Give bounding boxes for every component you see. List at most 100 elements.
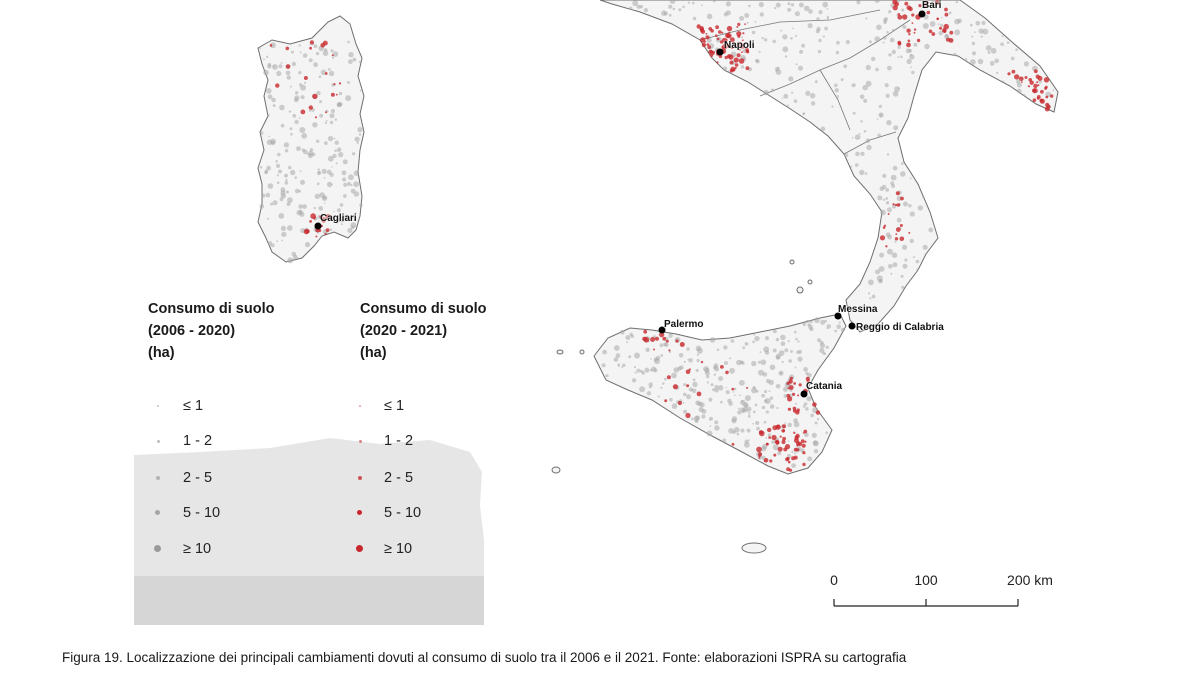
change-dot-2006-2020 bbox=[820, 319, 826, 325]
change-dot-2006-2020 bbox=[769, 364, 776, 371]
change-dot-2020-2021 bbox=[736, 31, 742, 37]
change-dot-2006-2020 bbox=[1016, 88, 1022, 94]
change-dot-2006-2020 bbox=[955, 0, 958, 4]
change-dot-2006-2020 bbox=[817, 49, 822, 54]
change-dot-2020-2021 bbox=[1050, 94, 1054, 98]
change-dot-2006-2020 bbox=[648, 382, 653, 387]
change-dot-2020-2021 bbox=[945, 37, 951, 42]
change-dot-2006-2020 bbox=[869, 193, 872, 196]
change-dot-2006-2020 bbox=[834, 88, 839, 93]
change-dot-2020-2021 bbox=[803, 429, 808, 434]
change-dot-2006-2020 bbox=[892, 165, 898, 171]
change-dot-2006-2020 bbox=[887, 248, 893, 255]
change-dot-2006-2020 bbox=[891, 29, 895, 32]
change-dot-2006-2020 bbox=[683, 383, 687, 387]
change-dot-2020-2021 bbox=[309, 46, 312, 50]
change-dot-2006-2020 bbox=[1052, 89, 1055, 92]
change-dot-2006-2020 bbox=[887, 65, 892, 71]
change-dot-2006-2020 bbox=[764, 336, 770, 341]
change-dot-2020-2021 bbox=[744, 23, 746, 25]
change-dot-2006-2020 bbox=[879, 186, 885, 191]
change-dot-2006-2020 bbox=[782, 34, 788, 40]
change-dot-2006-2020 bbox=[359, 89, 362, 92]
change-dot-2020-2021 bbox=[1024, 76, 1028, 79]
change-dot-2006-2020 bbox=[629, 6, 633, 10]
change-dot-2020-2021 bbox=[269, 44, 273, 47]
change-dot-2020-2021 bbox=[787, 396, 793, 402]
legend-symbol bbox=[358, 476, 362, 480]
change-dot-2006-2020 bbox=[852, 111, 856, 115]
change-dot-2006-2020 bbox=[673, 367, 680, 373]
change-dot-2020-2021 bbox=[787, 407, 792, 411]
change-dot-2006-2020 bbox=[272, 64, 278, 70]
change-dot-2006-2020 bbox=[329, 113, 335, 119]
change-dot-2006-2020 bbox=[780, 341, 786, 347]
change-dot-2020-2021 bbox=[908, 231, 911, 234]
change-dot-2006-2020 bbox=[794, 402, 797, 405]
change-dot-2020-2021 bbox=[314, 116, 318, 119]
change-dot-2006-2020 bbox=[784, 422, 786, 424]
change-dot-2006-2020 bbox=[869, 297, 872, 300]
change-dot-2006-2020 bbox=[634, 371, 637, 374]
change-dot-2020-2021 bbox=[643, 329, 648, 334]
change-dot-2006-2020 bbox=[804, 5, 810, 12]
change-dot-2006-2020 bbox=[639, 386, 646, 393]
change-dot-2006-2020 bbox=[763, 420, 767, 424]
scale-label-100: 100 bbox=[914, 572, 938, 588]
change-dot-2006-2020 bbox=[316, 139, 320, 143]
change-dot-2006-2020 bbox=[686, 394, 691, 400]
change-dot-2006-2020 bbox=[701, 414, 706, 419]
change-dot-2020-2021 bbox=[939, 26, 942, 30]
change-dot-2020-2021 bbox=[782, 436, 786, 441]
change-dot-2006-2020 bbox=[761, 36, 764, 40]
change-dot-2006-2020 bbox=[868, 292, 871, 295]
change-dot-2006-2020 bbox=[859, 169, 865, 176]
change-dot-2006-2020 bbox=[751, 30, 756, 35]
change-dot-2006-2020 bbox=[644, 367, 650, 373]
change-dot-2006-2020 bbox=[802, 405, 806, 408]
change-dot-2020-2021 bbox=[745, 49, 750, 53]
change-dot-2020-2021 bbox=[732, 43, 736, 47]
change-dot-2006-2020 bbox=[342, 220, 345, 223]
change-dot-2006-2020 bbox=[836, 94, 839, 97]
change-dot-2006-2020 bbox=[299, 51, 302, 54]
change-dot-2006-2020 bbox=[352, 57, 357, 62]
change-dot-2006-2020 bbox=[340, 223, 343, 226]
change-dot-2020-2021 bbox=[786, 467, 790, 472]
change-dot-2006-2020 bbox=[329, 120, 334, 125]
change-dot-2006-2020 bbox=[807, 372, 812, 378]
change-dot-2006-2020 bbox=[754, 335, 760, 342]
change-dot-2006-2020 bbox=[776, 406, 779, 410]
change-dot-2006-2020 bbox=[289, 85, 292, 88]
change-dot-2006-2020 bbox=[944, 34, 949, 38]
change-dot-2006-2020 bbox=[838, 321, 841, 324]
change-dot-2006-2020 bbox=[792, 27, 794, 30]
city-marker-reggio bbox=[848, 322, 856, 330]
change-dot-2006-2020 bbox=[293, 97, 299, 103]
change-dot-2006-2020 bbox=[902, 25, 907, 29]
change-dot-2006-2020 bbox=[971, 35, 974, 38]
change-dot-2020-2021 bbox=[758, 457, 761, 459]
change-dot-2006-2020 bbox=[953, 52, 957, 57]
change-dot-2020-2021 bbox=[285, 46, 290, 51]
change-dot-2006-2020 bbox=[357, 127, 363, 133]
minor-islands bbox=[551, 259, 813, 554]
change-dot-2006-2020 bbox=[724, 361, 728, 365]
change-dot-2006-2020 bbox=[692, 16, 697, 21]
change-dot-2020-2021 bbox=[787, 460, 791, 464]
change-dot-2006-2020 bbox=[940, 23, 944, 27]
city-label-reggio: Reggio di Calabria bbox=[856, 322, 944, 333]
change-dot-2006-2020 bbox=[864, 324, 868, 329]
change-dot-2006-2020 bbox=[824, 26, 828, 31]
change-dot-2006-2020 bbox=[772, 444, 779, 451]
change-dot-2006-2020 bbox=[871, 294, 876, 299]
change-dot-2006-2020 bbox=[741, 36, 744, 39]
change-dot-2020-2021 bbox=[715, 34, 718, 37]
change-dot-2006-2020 bbox=[346, 81, 350, 84]
change-dot-2020-2021 bbox=[319, 215, 322, 218]
city-marker-catania bbox=[800, 390, 808, 398]
change-dot-2006-2020 bbox=[985, 45, 992, 51]
change-dot-2020-2021 bbox=[709, 53, 714, 57]
change-dot-2006-2020 bbox=[318, 206, 324, 211]
change-dot-2006-2020 bbox=[900, 274, 904, 278]
